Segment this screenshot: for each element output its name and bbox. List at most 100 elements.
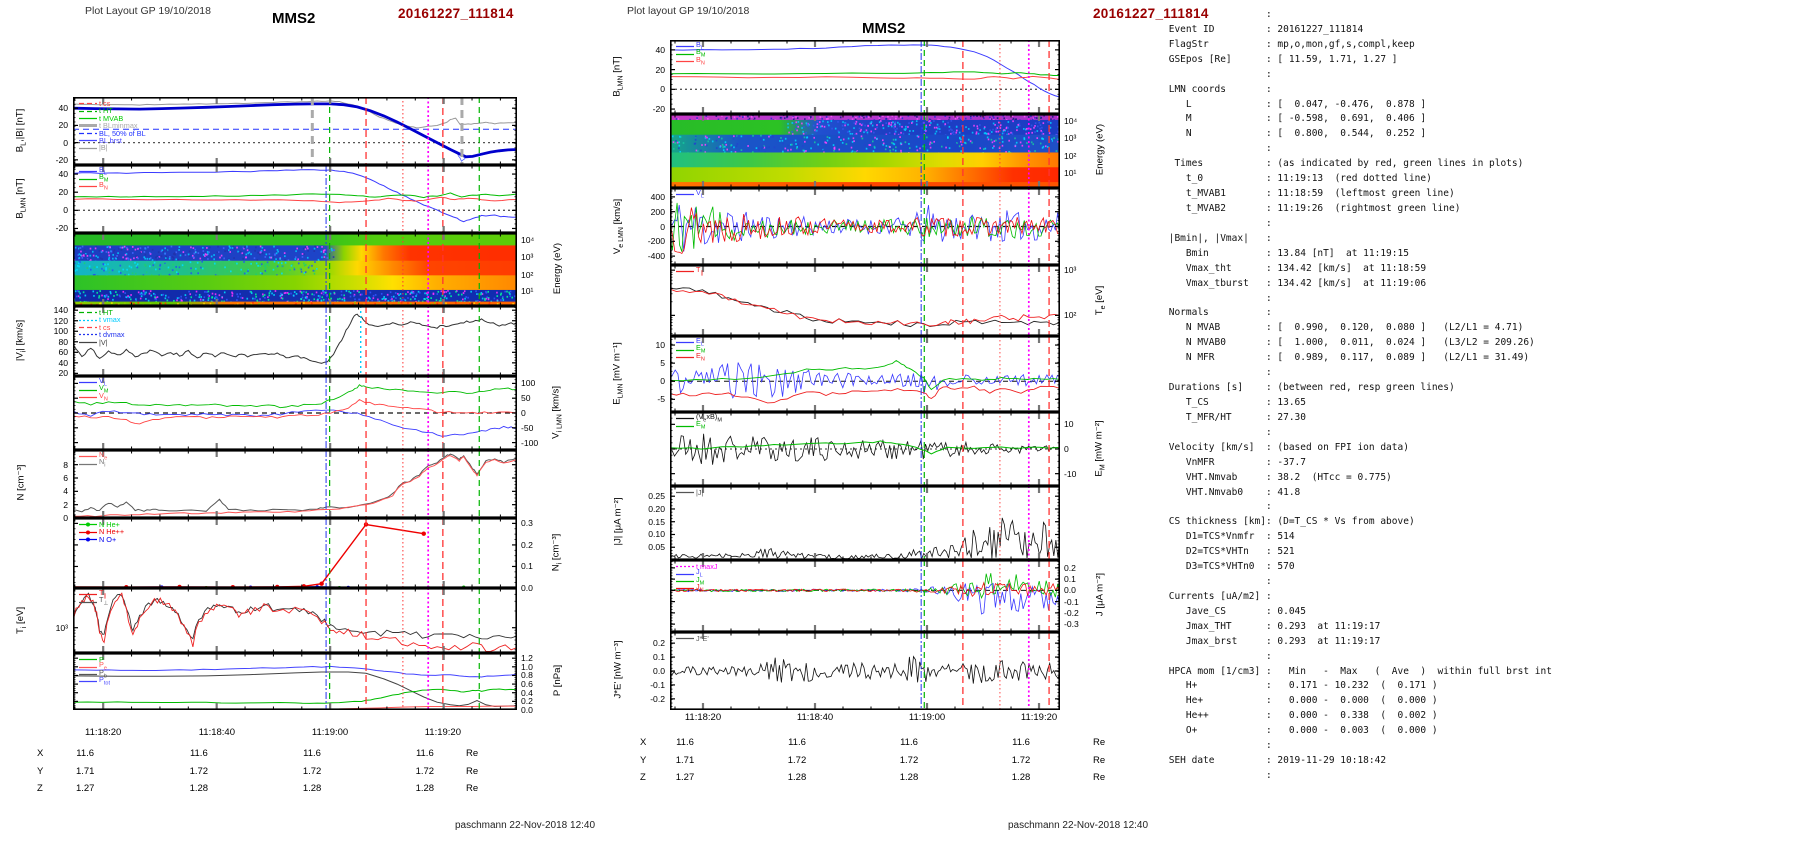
ephemeris-value: 1.27 bbox=[675, 772, 695, 783]
info-line: : bbox=[1163, 426, 1278, 438]
series-B_{N} bbox=[73, 196, 517, 204]
series-B_{M} bbox=[670, 71, 1060, 76]
legend-b-lmn: BL BM BN bbox=[79, 164, 108, 191]
info-line: H+ : 0.171 - 10.232 ( 0.171 ) bbox=[1163, 680, 1438, 692]
info-line: Times : (as indicated by red, green line… bbox=[1163, 158, 1524, 170]
middle-plot-title: MMS2 bbox=[862, 20, 906, 37]
panel-ion-spectrogram bbox=[73, 233, 517, 306]
series-N He++ bbox=[73, 523, 424, 588]
y-tick-label: 20 bbox=[58, 120, 68, 131]
legend-entry: EN bbox=[676, 350, 705, 362]
legend-j-dot-e: J*E' bbox=[676, 635, 709, 642]
series-T_{∥} bbox=[73, 592, 517, 652]
legend-entry: T⊥ bbox=[79, 595, 109, 607]
info-line: D3=TCS*VHTn0 : 570 bbox=[1163, 561, 1295, 573]
ephemeris-value: 1.72 bbox=[415, 766, 435, 777]
y-tick-label: 0 bbox=[660, 84, 665, 95]
legend-vi-lmn: VL VM VN bbox=[79, 377, 108, 402]
series-V_{M} bbox=[670, 202, 1060, 252]
info-line: : bbox=[1163, 367, 1278, 379]
series-E_{N} bbox=[670, 385, 1060, 404]
axis-label-em-vexb: EM [mW m⁻²] bbox=[1093, 420, 1107, 477]
y-tick-label: -100 bbox=[521, 437, 539, 448]
series-J*E' bbox=[670, 655, 1060, 684]
y-tick-label: -10 bbox=[1064, 468, 1077, 479]
series-J_{N} bbox=[670, 581, 1060, 598]
y-tick-label: -0.2 bbox=[1064, 607, 1079, 618]
legend-entry: N O+ bbox=[79, 535, 124, 543]
legend-minor-ion-density: N He+ N He++ N O+ bbox=[79, 521, 124, 543]
ephemeris-value: 1.28 bbox=[899, 772, 919, 783]
time-tick-label: 11:18:20 bbox=[85, 727, 122, 738]
spectrogram-band bbox=[670, 182, 1060, 188]
y-tick-label: 10² bbox=[1064, 310, 1077, 321]
ephemeris-value: 1.71 bbox=[675, 755, 695, 766]
info-line: Bmin : 13.84 [nT] at 11:19:15 bbox=[1163, 247, 1409, 259]
legend-entry: BL, 50% of BL bbox=[79, 128, 146, 138]
y-tick-label: -200 bbox=[647, 236, 665, 247]
y-tick-label: 2 bbox=[63, 499, 68, 510]
panel-e-lmn bbox=[670, 336, 1060, 412]
y-tick-label: 10² bbox=[1064, 151, 1077, 162]
legend-entry: BL bbox=[79, 164, 107, 177]
legend-vi-mag: t HT t vmax t cs t dvmax |V| bbox=[79, 309, 125, 346]
panel-ve-lmn bbox=[670, 188, 1060, 265]
info-line: VnMFR : -37.7 bbox=[1163, 456, 1306, 468]
legend-entry: |V| bbox=[79, 337, 108, 347]
y-tick-label: 10 bbox=[1064, 419, 1074, 430]
event-info-panel: : Event ID : 20161227_111814 FlagStr : m… bbox=[1163, 8, 1552, 784]
y-tick-label: 40 bbox=[58, 357, 68, 368]
y-tick-label: 0 bbox=[521, 408, 526, 418]
legend-ve-lmn: VL bbox=[676, 189, 704, 199]
ephemeris-value: 1.27 bbox=[75, 783, 95, 794]
legend-jmag: |J| bbox=[676, 489, 703, 496]
legend-entry: t BLminmax bbox=[79, 121, 138, 131]
panel-vi-lmn bbox=[73, 376, 517, 450]
y-tick-label: 100 bbox=[53, 326, 68, 337]
axis-label-bl-bmag: BL,|B| [nT] bbox=[14, 108, 28, 153]
y-tick-label: -5 bbox=[657, 394, 665, 405]
info-line: GSEpos [Re] : [ 11.59, 1.71, 1.27 ] bbox=[1163, 53, 1398, 65]
legend-entry: t cs bbox=[79, 99, 111, 108]
info-line: : bbox=[1163, 143, 1278, 155]
y-tick-label: 0.3 bbox=[521, 518, 533, 529]
legend-density: Ne Ni bbox=[79, 451, 107, 469]
info-line: : bbox=[1163, 501, 1278, 513]
ephemeris-unit: Re bbox=[1093, 737, 1106, 748]
panel-j-dot-e bbox=[670, 632, 1060, 710]
spectrogram-band bbox=[73, 245, 517, 262]
legend-em-vexb: (VexB)M EM bbox=[676, 413, 722, 431]
info-line: O+ : 0.000 - 0.003 ( 0.000 ) bbox=[1163, 725, 1438, 737]
series-J_{M} bbox=[670, 573, 1060, 599]
ephemeris-value: 11.6 bbox=[189, 748, 208, 759]
legend-entry: EL bbox=[676, 335, 704, 348]
spectrogram-band bbox=[73, 260, 517, 276]
axis-label-e-lmn: ELMN [mV m⁻¹] bbox=[611, 342, 625, 405]
ephemeris-row-label: Y bbox=[640, 755, 647, 766]
spectrogram-band bbox=[670, 114, 1060, 121]
series-E_{M} bbox=[670, 440, 1060, 455]
legend-entry: T∥ bbox=[79, 587, 107, 600]
info-line: T_CS : 13.65 bbox=[1163, 396, 1306, 408]
y-tick-label: 140 bbox=[53, 305, 68, 316]
y-tick-label: 5 bbox=[660, 358, 665, 369]
axis-label-b-lmn: BLMN [nT] bbox=[14, 178, 28, 219]
y-tick-label: 10³ bbox=[1064, 265, 1077, 276]
ephemeris-unit: Re bbox=[466, 748, 479, 759]
ephemeris-row-label: X bbox=[640, 737, 647, 748]
y-tick-label: 0.2 bbox=[1064, 562, 1076, 573]
legend-entry: t HT bbox=[79, 308, 113, 317]
y-tick-label: 40 bbox=[655, 44, 665, 55]
legend-entry: t dvmax bbox=[79, 330, 125, 340]
info-line: : bbox=[1163, 576, 1278, 588]
legend-entry: N He++ bbox=[79, 528, 124, 536]
y-tick-label: 0.25 bbox=[648, 491, 665, 502]
legend-entry: EM bbox=[676, 343, 706, 355]
series-BL bbox=[73, 102, 517, 159]
legend-entry: BN bbox=[79, 179, 108, 191]
legend-entry: t maxJ bbox=[676, 562, 718, 571]
info-line: HPCA mom [1/cm3] : Min - Max ( Ave ) wit… bbox=[1163, 665, 1552, 677]
y-tick-label: 0.15 bbox=[648, 516, 665, 527]
ephemeris-row-label: Y bbox=[37, 766, 44, 777]
axis-label-te: Te [eV] bbox=[1093, 285, 1107, 315]
